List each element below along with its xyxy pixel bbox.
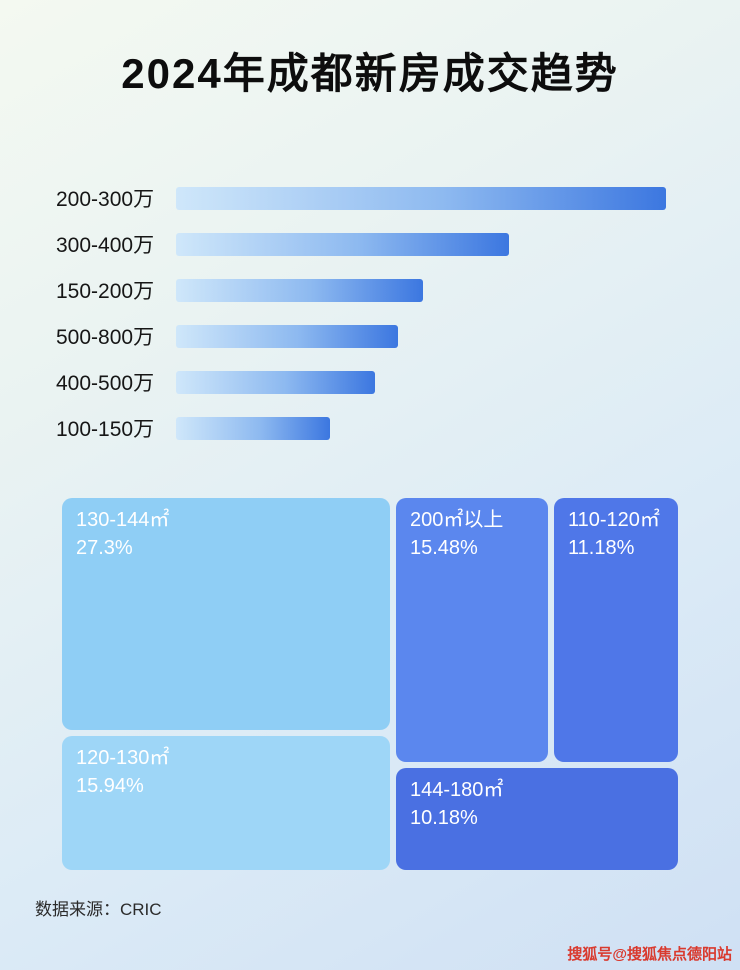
bar bbox=[176, 186, 666, 210]
treemap-value: 15.94% bbox=[76, 775, 144, 797]
treemap-block-200-plus: 200㎡以上 15.48% bbox=[396, 498, 548, 762]
bar-track bbox=[176, 278, 666, 302]
treemap-value: 11.18% bbox=[568, 537, 635, 559]
treemap-block-120-130: 120-130㎡ 15.94% bbox=[62, 736, 390, 870]
treemap-block-110-120: 110-120㎡ 11.18% bbox=[554, 498, 678, 762]
treemap-value: 27.3% bbox=[76, 537, 133, 559]
treemap-label: 200㎡以上 bbox=[410, 509, 504, 531]
bar bbox=[176, 278, 424, 302]
bar bbox=[176, 370, 375, 394]
treemap-label: 130-144㎡ bbox=[76, 509, 170, 531]
treemap-label: 120-130㎡ bbox=[76, 747, 170, 769]
bar bbox=[176, 324, 399, 348]
bar-track bbox=[176, 370, 666, 394]
treemap-block-130-144: 130-144㎡ 27.3% bbox=[62, 498, 390, 730]
bar bbox=[176, 416, 331, 440]
bar-track bbox=[176, 416, 666, 440]
treemap-value: 10.18% bbox=[410, 807, 478, 829]
bar bbox=[176, 232, 510, 256]
bar-row: 100-150万 bbox=[56, 416, 696, 441]
bar-label: 150-200万 bbox=[56, 280, 155, 303]
bar-label: 400-500万 bbox=[56, 372, 155, 395]
bar-label: 500-800万 bbox=[56, 326, 155, 349]
page-title: 2024年成都新房成交趋势 bbox=[121, 50, 619, 97]
bar-row: 400-500万 bbox=[56, 370, 696, 395]
treemap-label: 144-180㎡ bbox=[410, 779, 504, 801]
bar-label: 100-150万 bbox=[56, 418, 155, 441]
bar-track bbox=[176, 324, 666, 348]
bar-track bbox=[176, 186, 666, 210]
bar-label: 200-300万 bbox=[56, 188, 155, 211]
treemap-label: 110-120㎡ bbox=[568, 509, 660, 531]
bar-track bbox=[176, 232, 666, 256]
data-source: 数据来源：CRIC bbox=[35, 900, 162, 919]
bar-row: 500-800万 bbox=[56, 324, 696, 349]
bar-label: 300-400万 bbox=[56, 234, 155, 257]
bar-row: 150-200万 bbox=[56, 278, 696, 303]
bar-row: 300-400万 bbox=[56, 232, 696, 257]
bar-row: 200-300万 bbox=[56, 186, 696, 211]
watermark: 搜狐号@搜狐焦点德阳站 bbox=[567, 946, 732, 963]
bar-chart: 200-300万 300-400万 150-200万 500-800万 400-500万… bbox=[56, 186, 696, 462]
treemap: 130-144㎡ 27.3% 120-130㎡ 15.94% 200㎡以上 15… bbox=[62, 498, 678, 870]
treemap-block-144-180: 144-180㎡ 10.18% bbox=[396, 768, 678, 870]
treemap-value: 15.48% bbox=[410, 537, 478, 559]
